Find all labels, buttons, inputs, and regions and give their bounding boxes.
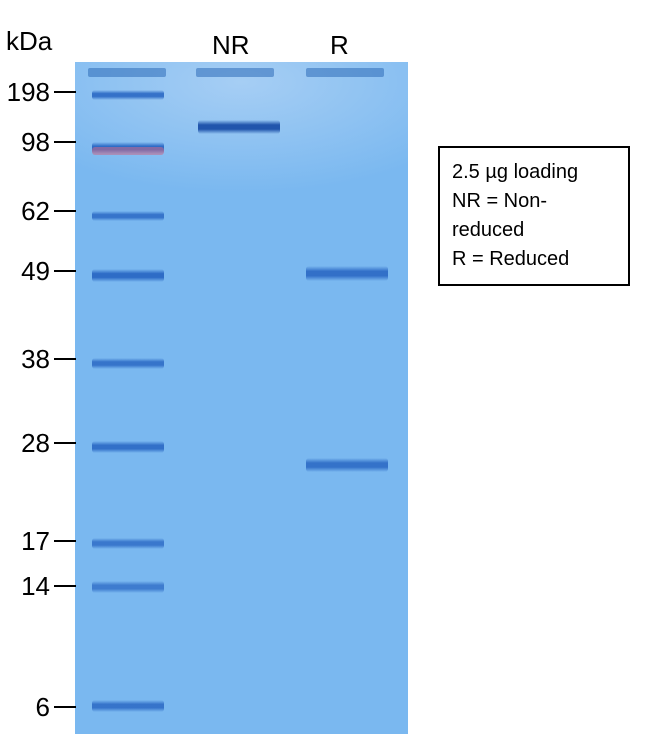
marker-tick-line xyxy=(54,585,76,587)
marker-band xyxy=(92,538,164,549)
marker-band xyxy=(92,441,164,453)
marker-band xyxy=(92,90,164,100)
marker-band xyxy=(92,269,164,282)
marker-tick-line xyxy=(54,358,76,360)
nr-band xyxy=(198,120,280,134)
gel-well xyxy=(88,68,166,77)
marker-label: 28 xyxy=(0,428,50,459)
marker-tick-line xyxy=(54,270,76,272)
marker-tick-line xyxy=(54,141,76,143)
marker-tick-line xyxy=(54,706,76,708)
marker-label: 38 xyxy=(0,344,50,375)
marker-tick-line xyxy=(54,91,76,93)
legend-box: 2.5 µg loading NR = Non-reduced R = Redu… xyxy=(438,146,630,286)
legend-line-r: R = Reduced xyxy=(452,245,616,274)
gel-membrane xyxy=(75,62,408,734)
units-label: kDa xyxy=(6,26,52,57)
lane-header-r: R xyxy=(330,30,349,61)
r-band xyxy=(306,266,388,281)
marker-tick-line xyxy=(54,442,76,444)
marker-label: 17 xyxy=(0,526,50,557)
marker-band xyxy=(92,358,164,369)
lane-header-nr: NR xyxy=(212,30,250,61)
gel-well xyxy=(306,68,384,77)
marker-label: 14 xyxy=(0,571,50,602)
marker-label: 62 xyxy=(0,196,50,227)
marker-label: 198 xyxy=(0,77,50,108)
marker-band xyxy=(92,700,164,712)
figure-container: kDa NR R 198 98 62 49 38 28 17 14 6 2.5 µg loadi… xyxy=(0,0,650,749)
marker-tick-line xyxy=(54,210,76,212)
gel-well xyxy=(196,68,274,77)
legend-line-nr: NR = Non-reduced xyxy=(452,187,616,245)
marker-band xyxy=(92,211,164,221)
legend-line-loading: 2.5 µg loading xyxy=(452,158,616,187)
marker-label: 6 xyxy=(0,692,50,723)
marker-tick-line xyxy=(54,540,76,542)
marker-band xyxy=(92,581,164,593)
marker-label: 98 xyxy=(0,127,50,158)
marker-label: 49 xyxy=(0,256,50,287)
marker-red-band xyxy=(92,147,164,155)
r-band xyxy=(306,458,388,472)
